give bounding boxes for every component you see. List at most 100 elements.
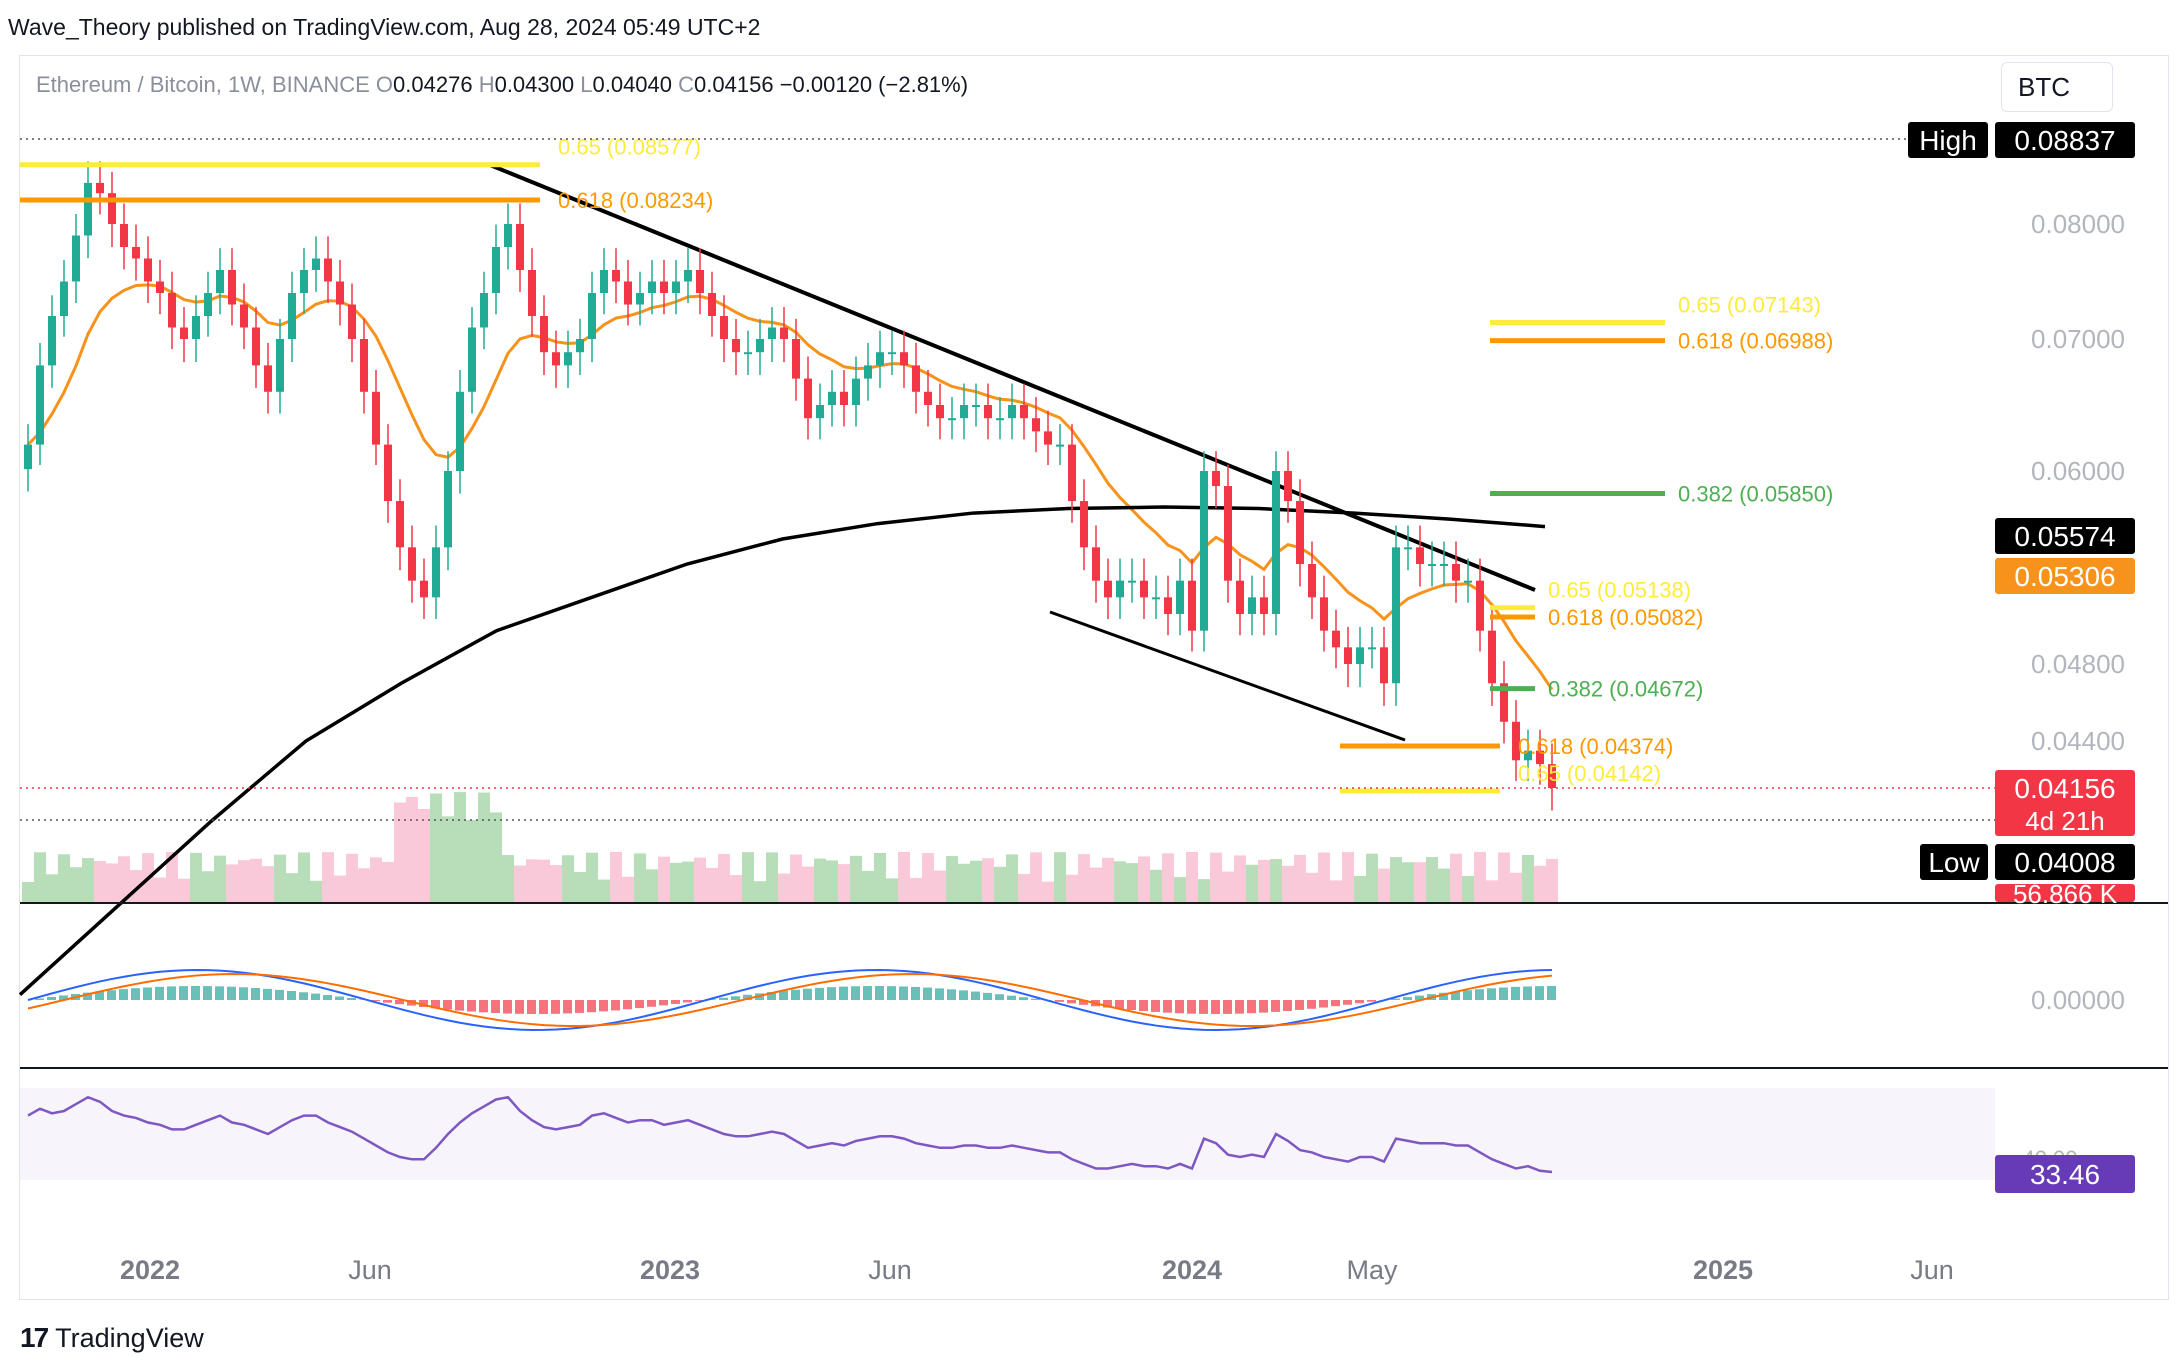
volume-bar [874, 852, 886, 902]
candle [720, 316, 728, 339]
volume-bar [154, 877, 166, 902]
volume-bar [70, 867, 82, 902]
macd-histogram-bar [1175, 1000, 1184, 1014]
candle [1452, 564, 1460, 581]
macd-histogram-bar [527, 1000, 536, 1014]
macd-histogram-bar [1295, 1000, 1304, 1010]
candle [108, 193, 116, 224]
candle [84, 182, 92, 236]
macd-histogram-bar [1547, 986, 1556, 1000]
candle [1044, 431, 1052, 445]
candle [1464, 580, 1472, 583]
macd-histogram-bar [1439, 992, 1448, 1000]
volume-bar [1174, 877, 1186, 902]
candle [168, 293, 176, 328]
volume-bar [538, 859, 550, 902]
volume-bar [1366, 853, 1378, 902]
candle [1512, 721, 1520, 761]
candle [936, 405, 944, 419]
candle [36, 365, 44, 445]
high-value: 0.04300 [494, 72, 575, 97]
macd-histogram-bar [803, 988, 812, 1000]
volume-bar [454, 792, 466, 902]
candle [444, 471, 452, 548]
tradingview-brand[interactable]: ⁠17 TradingView [20, 1322, 204, 1354]
volume-bar [1438, 868, 1450, 902]
macd-histogram-bar [311, 993, 320, 1000]
macd-histogram-bar [347, 998, 356, 1000]
volume-bar [442, 816, 454, 902]
candle [564, 352, 572, 366]
ema50-price-tag-bg [1995, 558, 2135, 594]
macd-histogram-bar [1055, 1000, 1064, 1002]
candle [1524, 750, 1532, 761]
macd-histogram-bar [659, 1000, 668, 1006]
macd-histogram-bar [515, 1000, 524, 1014]
volume-bar [34, 852, 46, 902]
volume-bar [490, 812, 502, 902]
macd-histogram-bar [635, 1000, 644, 1009]
candle [684, 270, 692, 282]
volume-bar [646, 869, 658, 902]
volume-bar [226, 864, 238, 902]
volume-bar [1186, 852, 1198, 902]
candle [1428, 564, 1436, 566]
ema200-line [18, 505, 1546, 996]
volume-bar [1114, 861, 1126, 902]
macd-histogram-bar [839, 986, 848, 1000]
symbol-name[interactable]: Ethereum / Bitcoin, 1W, BINANCE [36, 72, 370, 97]
macd-histogram-bar [695, 1000, 704, 1001]
volume-bar [730, 875, 742, 902]
volume-bar [478, 792, 490, 902]
x-axis-label: 2023 [640, 1255, 700, 1285]
volume-bar [1354, 875, 1366, 902]
high-label: H [478, 72, 495, 97]
countdown-tag: 4d 21h [2025, 806, 2105, 836]
volume-bar [1546, 859, 1558, 902]
volume-bar [82, 858, 94, 902]
volume-bar [694, 857, 706, 902]
macd-histogram-bar [1499, 987, 1508, 1000]
macd-histogram-bar [419, 1000, 428, 1008]
volume-bar [850, 855, 862, 902]
candle [1020, 405, 1028, 419]
y-axis-tick: 0.04800 [2031, 649, 2125, 679]
volume-bar [1066, 874, 1078, 902]
macd-histogram-bar [335, 996, 344, 1000]
macd-histogram-bar [1247, 1000, 1256, 1014]
currency-button[interactable]: BTC [2001, 62, 2113, 112]
volume-bar [1462, 875, 1474, 902]
candle [924, 391, 932, 405]
macd-histogram-bar [503, 1000, 512, 1014]
macd-histogram-bar [131, 988, 140, 1000]
candle [960, 405, 968, 419]
macd-histogram-bar [479, 1000, 488, 1013]
candle [1392, 547, 1400, 684]
x-axis-label: Jun [868, 1255, 912, 1285]
candle [1440, 564, 1448, 566]
rsi-value-tag-bg [1995, 1155, 2135, 1193]
volume-bar [298, 852, 310, 902]
macd-histogram-bar [395, 1000, 404, 1005]
candle [708, 293, 716, 316]
macd-histogram-bar [1151, 1000, 1160, 1012]
macd-histogram-bar [719, 997, 728, 1000]
macd-histogram-bar [251, 987, 260, 1000]
candle [660, 281, 668, 293]
volume-bar [1090, 867, 1102, 902]
macd-histogram-bar [683, 1000, 692, 1003]
rsi-band [20, 1088, 1995, 1180]
candle [72, 235, 80, 282]
candle [732, 339, 740, 353]
ema200-price-tag-bg [1995, 518, 2135, 554]
candle [264, 365, 272, 392]
candle [852, 378, 860, 405]
volume-bar [430, 793, 442, 902]
macd-histogram-bar [767, 992, 776, 1000]
macd-histogram-bar [539, 1000, 548, 1014]
candle [1260, 597, 1268, 614]
macd-histogram-bar [155, 986, 164, 1000]
x-axis-label: 2025 [1693, 1255, 1753, 1285]
fib-level-label: 0.65 (0.07143) [1678, 293, 1821, 318]
